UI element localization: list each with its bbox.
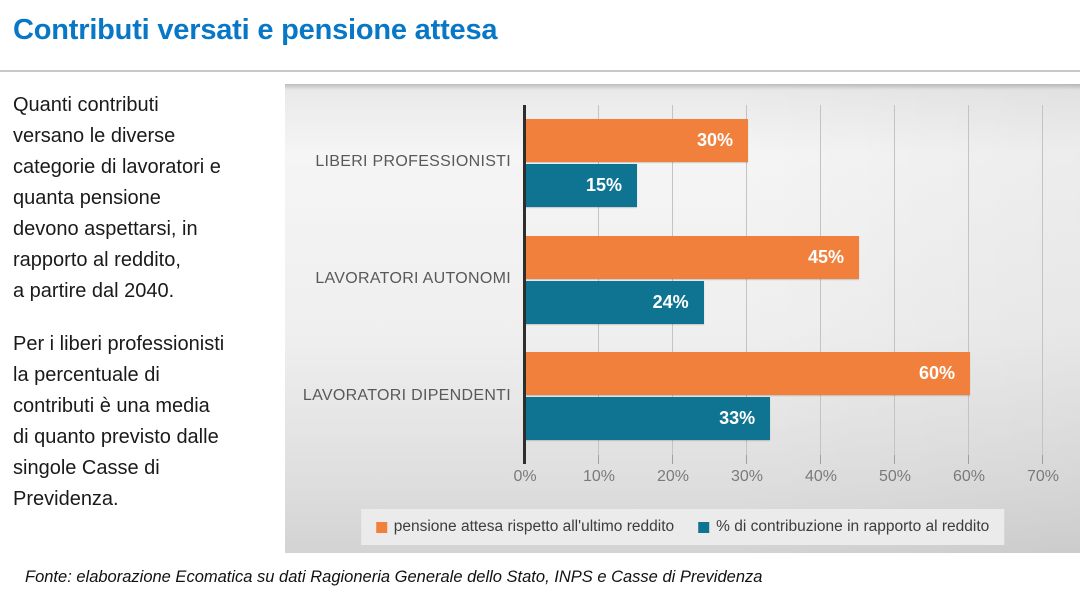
bar-pension: 45% — [526, 235, 859, 279]
x-tick-label: 40% — [804, 468, 838, 485]
legend-marker-contribution-icon — [698, 521, 710, 533]
x-tick-label: 20% — [656, 468, 690, 485]
gridline — [820, 105, 821, 455]
x-tick-label: 50% — [878, 468, 912, 485]
gridline — [1042, 105, 1043, 455]
legend-label-pension: pensione attesa rispetto all'ultimo redd… — [393, 518, 675, 535]
category-label: LIBERI PROFESSIONISTI — [315, 153, 511, 171]
bar-value-label: 24% — [652, 291, 689, 312]
chart-panel: pensione attesa rispetto all'ultimo redd… — [285, 84, 1080, 553]
chart-legend: pensione attesa rispetto all'ultimo redd… — [360, 509, 1005, 545]
bar-pension: 60% — [526, 352, 970, 396]
legend-item-contribution: % di contribuzione in rapporto al reddit… — [698, 518, 989, 536]
category-label: LAVORATORI DIPENDENTI — [302, 386, 511, 404]
title-divider — [0, 70, 1080, 72]
source-note: Fonte: elaborazione Ecomatica su dati Ra… — [25, 568, 763, 586]
bar-value-label: 30% — [696, 130, 733, 150]
gridline — [746, 105, 747, 455]
axis-tick — [1042, 455, 1043, 464]
y-axis-line — [523, 105, 526, 464]
x-tick-label: 0% — [513, 468, 537, 485]
legend-item-pension: pensione attesa rispetto all'ultimo redd… — [375, 518, 675, 536]
axis-tick — [894, 455, 895, 464]
axis-tick — [968, 455, 969, 464]
x-tick-label: 10% — [582, 468, 616, 485]
bar-value-label: 45% — [807, 246, 844, 267]
axis-tick — [598, 455, 599, 464]
commentary-paragraph-1: Quanti contributi versano le diverse cat… — [13, 94, 221, 302]
bar-pension: 30% — [526, 119, 748, 162]
x-tick-label: 70% — [1026, 468, 1060, 485]
x-tick-label: 60% — [952, 468, 986, 485]
category-label: LAVORATORI AUTONOMI — [315, 270, 511, 287]
page-title: Contributi versati e pensione attesa — [13, 14, 498, 46]
gridline — [968, 105, 969, 455]
commentary-paragraph-2: Per i liberi professionisti la percentua… — [13, 333, 225, 510]
axis-tick — [820, 455, 821, 464]
bar-value-label: 15% — [585, 175, 622, 195]
x-tick-label: 30% — [730, 468, 764, 485]
legend-label-contribution: % di contribuzione in rapporto al reddit… — [716, 518, 990, 535]
bar-value-label: 33% — [719, 408, 756, 429]
bar-contribution: 24% — [526, 280, 704, 324]
gridline — [894, 105, 895, 455]
gridline — [672, 105, 673, 455]
bar-contribution: 33% — [526, 397, 771, 441]
legend-marker-pension-icon — [375, 521, 387, 533]
axis-tick — [746, 455, 747, 464]
bar-contribution: 15% — [526, 164, 637, 207]
gridline — [598, 105, 599, 455]
bar-value-label: 60% — [918, 363, 955, 384]
axis-tick — [672, 455, 673, 464]
commentary-sidebar: Quanti contributi versano le diverse cat… — [13, 90, 283, 515]
